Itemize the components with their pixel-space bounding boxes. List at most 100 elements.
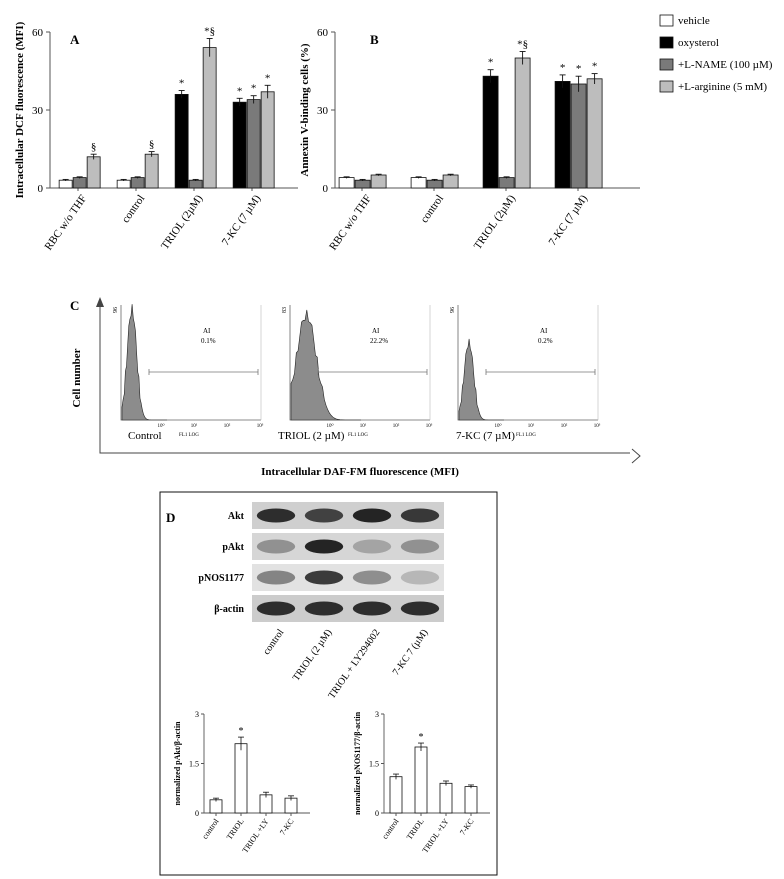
cell-number-label: Cell number xyxy=(71,348,83,407)
gate-percent: 0.1% xyxy=(201,337,216,345)
blot-band xyxy=(256,539,296,554)
significance-label: * xyxy=(179,78,185,90)
y-tick-label: 3 xyxy=(195,710,199,719)
flow-x-tick-label: 10⁰ xyxy=(494,423,501,429)
y-axis-label: Annexin V-binding cells (%) xyxy=(299,43,311,176)
significance-label: * xyxy=(576,63,582,75)
blot-band xyxy=(400,508,440,523)
panel-label-d: D xyxy=(166,510,175,525)
flow-x-tick-label: 10² xyxy=(224,423,231,429)
gate-percent: 22.2% xyxy=(370,337,388,345)
blot-band xyxy=(256,601,296,616)
bar xyxy=(246,99,261,189)
y-tick-label: 30 xyxy=(317,105,329,117)
flow-sample-label: Control xyxy=(128,430,162,442)
bar xyxy=(370,174,387,189)
significance-label: * xyxy=(419,732,424,743)
blot-band xyxy=(352,508,392,523)
category-label: 7-KC (7 µM) xyxy=(546,193,590,248)
arrow-head-right xyxy=(631,448,641,464)
flow-x-tick-label: 10² xyxy=(561,423,568,429)
category-label: control xyxy=(380,816,401,840)
legend-swatch xyxy=(659,80,674,93)
legend-swatch xyxy=(659,36,674,49)
bar xyxy=(260,91,275,189)
significance-label: § xyxy=(149,139,155,151)
blot-band xyxy=(256,508,296,523)
bar xyxy=(174,94,189,189)
bar xyxy=(232,101,247,189)
bar xyxy=(354,179,371,189)
flow-ymax-label: 96 xyxy=(450,307,456,313)
y-tick-label: 1.5 xyxy=(369,760,379,769)
bar xyxy=(570,83,587,189)
flow-sample-label: 7-KC (7 µM) xyxy=(456,430,515,442)
bar xyxy=(338,177,355,189)
bar xyxy=(389,776,403,814)
bar xyxy=(414,746,428,814)
panel-a: A 0 30 60 Intracellular DCF fluorescence (MF… xyxy=(14,21,298,253)
category-label: TRIOL xyxy=(405,817,426,842)
y-axis-label: normalized pNOS1177/β-actin xyxy=(353,711,362,815)
significance-label: * xyxy=(265,72,271,84)
flow-x-tick-label: 10¹ xyxy=(360,423,367,429)
category-label: control xyxy=(120,193,148,225)
bar xyxy=(439,782,453,814)
bar xyxy=(498,177,515,189)
arrow-head-up xyxy=(96,297,104,307)
y-tick-label: 0 xyxy=(38,183,44,195)
flow-plot-axes xyxy=(289,305,430,421)
flow-plot-axes xyxy=(120,305,261,421)
flow-channel-label: FL1 LOG xyxy=(516,433,536,438)
blot-band xyxy=(352,539,392,554)
bar xyxy=(586,78,603,189)
blot-band xyxy=(352,570,392,585)
panel-label-a: A xyxy=(70,32,80,47)
y-tick-label: 0 xyxy=(323,183,329,195)
blot-band xyxy=(304,601,344,616)
blot-row-label: β-actin xyxy=(214,604,244,615)
category-label: 7-KC (7 µM) xyxy=(220,193,264,248)
significance-label: *§ xyxy=(517,39,528,51)
flow-x-tick-label: 10³ xyxy=(257,423,264,429)
y-tick-label: 30 xyxy=(32,105,44,117)
blot-lane-label: control xyxy=(261,627,286,657)
flow-x-axis-label: Intracellular DAF-FM fluorescence (MFI) xyxy=(261,466,459,478)
flow-ymax-label: 83 xyxy=(282,307,288,313)
y-tick-label: 0 xyxy=(375,809,379,818)
flow-x-tick-label: 10¹ xyxy=(528,423,535,429)
bar xyxy=(514,57,531,189)
bar xyxy=(72,177,87,189)
bar xyxy=(130,177,145,189)
category-label: control xyxy=(200,816,221,840)
legend-swatch xyxy=(659,14,674,27)
bar xyxy=(410,177,427,189)
blot-band xyxy=(304,570,344,585)
flow-channel-label: FL1 LOG xyxy=(348,433,368,438)
flow-x-tick-label: 10⁰ xyxy=(326,423,333,429)
blot-band xyxy=(400,539,440,554)
bar xyxy=(86,156,101,189)
category-label: 7-KC xyxy=(458,817,476,837)
flow-x-tick-label: 10¹ xyxy=(191,423,198,429)
legend-label: +L-NAME (100 µM) xyxy=(678,59,773,71)
y-tick-label: 0 xyxy=(195,809,199,818)
blot-lane-label: TRIOL + LY294002 xyxy=(326,627,382,701)
legend: vehicle oxysterol +L-NAME (100 µM) +L-argin… xyxy=(659,14,773,93)
y-tick-label: 3 xyxy=(375,710,379,719)
blot-band xyxy=(400,570,440,585)
flow-histogram xyxy=(121,304,167,421)
panel-label-b: B xyxy=(370,32,379,47)
legend-label: vehicle xyxy=(678,15,710,27)
panel-label-c: C xyxy=(70,298,79,313)
legend-label: +L-arginine (5 mM) xyxy=(678,81,767,93)
axis-frame xyxy=(99,303,630,454)
category-label: TRIOL (2µM) xyxy=(472,193,519,252)
blot-row-label: pAkt xyxy=(222,542,244,553)
y-tick-label: 1.5 xyxy=(189,760,199,769)
bar xyxy=(426,179,443,189)
y-tick-label: 60 xyxy=(317,27,329,39)
blot-row-label: pNOS1177 xyxy=(198,573,244,584)
